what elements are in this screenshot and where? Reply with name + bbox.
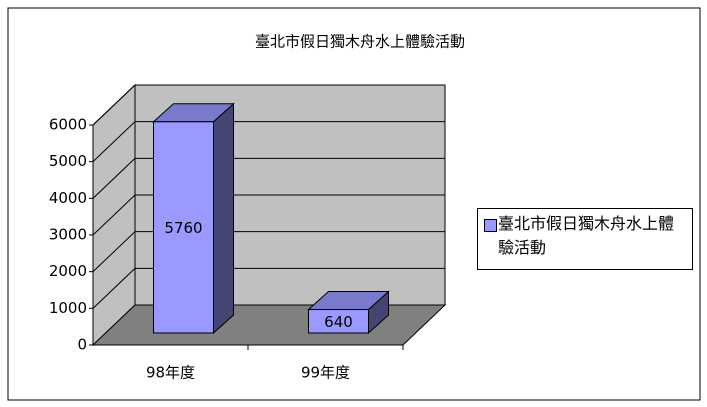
grid-line (92, 231, 445, 273)
y-tick-label: 3000 (49, 226, 87, 244)
data-label: 640 (324, 313, 353, 331)
bar (308, 309, 369, 334)
y-tick-label: 0 (77, 336, 87, 354)
y-tick-label: 4000 (49, 189, 87, 207)
data-label: 5760 (164, 219, 202, 237)
y-tick-label: 6000 (49, 116, 87, 134)
y-tick-label: 2000 (49, 262, 87, 280)
legend-swatch (484, 219, 497, 232)
legend-label: 臺北市假日獨木舟水上體驗活動 (498, 214, 675, 257)
y-tick-label: 5000 (49, 152, 87, 170)
bar-side (213, 102, 234, 335)
grid-line (92, 84, 445, 126)
grid-line (92, 267, 445, 309)
x-tick-label: 98年度 (146, 364, 195, 382)
chart-title: 臺北市假日獨木舟水上體驗活動 (255, 33, 465, 51)
grid-line (92, 121, 445, 163)
grid-line (92, 194, 445, 236)
floor (91, 304, 447, 346)
y-tick-label: 1000 (49, 299, 87, 317)
bar (153, 121, 214, 334)
legend: 臺北市假日獨木舟水上體驗活動 (477, 208, 693, 270)
x-tick-label: 99年度 (301, 364, 350, 382)
grid-line (92, 157, 445, 199)
